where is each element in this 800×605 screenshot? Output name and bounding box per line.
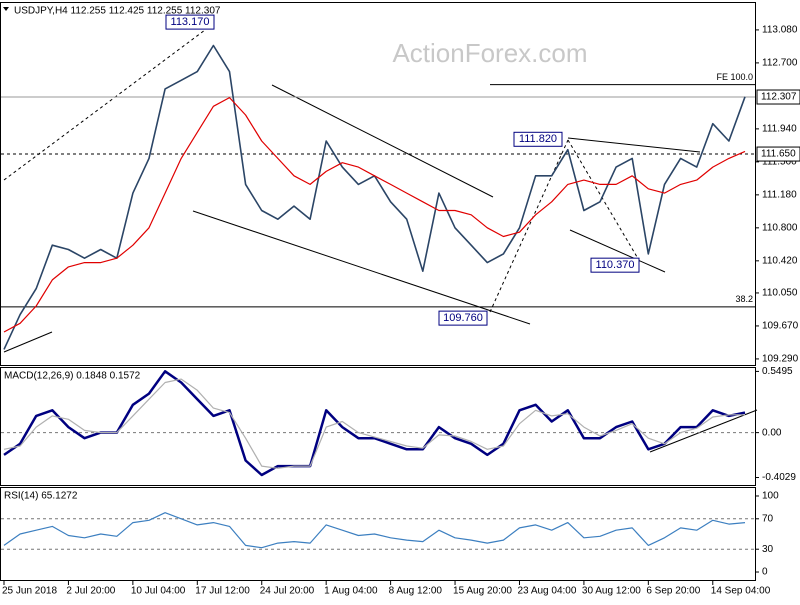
x-tick-label: 8 Aug 12:00: [389, 586, 443, 597]
trend-line: [569, 229, 666, 273]
x-tick-label: 25 Jun 2018: [2, 586, 57, 597]
y-tick-label: 100: [762, 491, 779, 502]
macd-panel-frame: [0, 367, 756, 486]
series-line: [3, 512, 746, 549]
x-tick-label: 6 Sep 20:00: [646, 586, 700, 597]
series-line: [3, 378, 745, 469]
x-tick-label: 23 Aug 04:00: [517, 586, 576, 597]
y-tick-label: 111.180: [762, 189, 797, 200]
x-tick-label: 24 Jul 20:00: [260, 586, 315, 597]
y-tick-label: 111.940: [762, 124, 797, 135]
x-tick-label: 17 Jul 12:00: [195, 586, 250, 597]
trend-line: [649, 409, 758, 453]
x-tick-label: 15 Aug 20:00: [453, 586, 512, 597]
y-tick-label: 113.080: [762, 25, 798, 36]
trend-line: [271, 84, 494, 198]
y-tick-label: 110.050: [762, 288, 798, 299]
trend-line: [192, 210, 531, 325]
annotation-box: [513, 131, 563, 147]
y-tick-label: 110.800: [762, 222, 798, 233]
y-tick-label: 109.670: [762, 321, 799, 332]
y-tick-label: 112.700: [762, 58, 798, 69]
y-tick-label: 0.00: [762, 427, 782, 438]
price-panel-frame: [0, 2, 756, 366]
y-tick-label: 70: [762, 513, 774, 524]
trend-line: [567, 137, 701, 153]
trend-line: [567, 139, 641, 263]
level-label: 111.650: [761, 149, 796, 160]
symbol-marker: [3, 7, 9, 11]
series-line: [3, 370, 746, 477]
x-tick-label: 10 Jul 04:00: [131, 586, 186, 597]
x-tick-label: 14 Sep 04:00: [711, 586, 771, 597]
rsi-panel-frame: [0, 487, 756, 581]
trend-lines: [3, 29, 758, 453]
panel-title: MACD(12,26,9) 0.1848 0.1572: [4, 371, 141, 382]
fib-label: 38.2: [735, 294, 753, 304]
watermark: ActionForex.com: [392, 38, 587, 68]
annotation-box: [438, 310, 488, 326]
current-price-box: [756, 89, 800, 105]
y-tick-label: 0: [762, 567, 768, 578]
trend-line: [3, 331, 53, 353]
annotation-label: 113.170: [171, 16, 210, 28]
trend-line: [3, 29, 206, 181]
y-tick-label: 0.5495: [762, 366, 793, 377]
x-tick-label: 30 Aug 12:00: [582, 586, 641, 597]
annotation-box: [165, 14, 215, 30]
level-box: [756, 146, 800, 162]
panel-title: USDJPY,H4 112.255 112.425 112.255 112.30…: [14, 6, 221, 17]
panel-title: RSI(14) 65.1272: [4, 491, 78, 502]
x-tick-label: 2 Jul 20:00: [66, 586, 115, 597]
annotation-label: 110.370: [596, 259, 635, 271]
annotation-label: 111.820: [519, 133, 557, 145]
y-tick-label: 109.290: [762, 354, 799, 365]
y-tick-label: -0.4029: [762, 472, 796, 483]
series-line: [3, 97, 746, 333]
annotation-label: 109.760: [443, 312, 483, 324]
current-price-label: 112.307: [761, 92, 797, 103]
y-tick-label: 111.560: [762, 157, 797, 168]
fe-label: FE 100.0: [716, 72, 753, 82]
y-tick-label: 110.420: [762, 255, 798, 266]
trend-line: [489, 139, 569, 313]
x-tick-label: 1 Aug 04:00: [324, 586, 378, 597]
series-line: [3, 44, 746, 350]
annotation-box: [590, 257, 640, 273]
y-tick-label: 30: [762, 544, 774, 555]
